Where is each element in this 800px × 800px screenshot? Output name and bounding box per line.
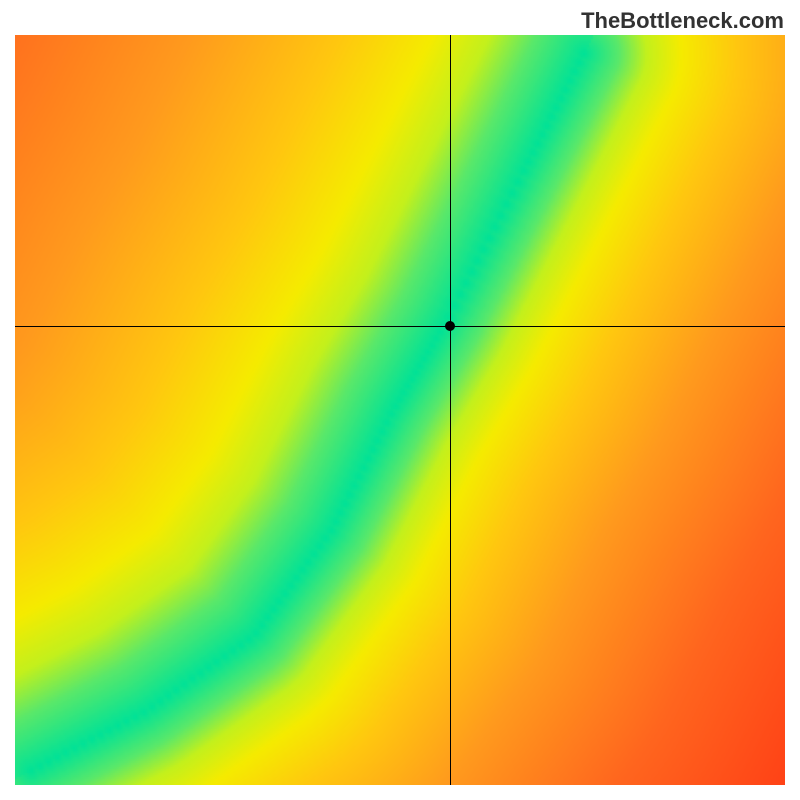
heatmap-canvas [15,35,785,785]
heatmap-chart [15,35,785,785]
crosshair-vertical [450,35,451,785]
watermark-text: TheBottleneck.com [581,8,784,34]
crosshair-dot [445,321,455,331]
crosshair-horizontal [15,326,785,327]
